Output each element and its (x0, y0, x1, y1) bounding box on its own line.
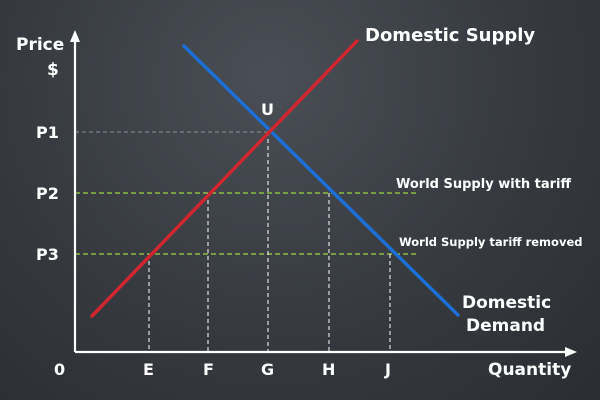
y-axis-label: Price (16, 35, 64, 55)
quantity-label-j: J (384, 360, 391, 379)
quantity-label-f: F (203, 360, 214, 379)
domestic-supply-label: Domestic Supply (365, 25, 535, 46)
domestic-demand-label-line2: Demand (466, 316, 545, 336)
quantity-label-e: E (143, 360, 154, 379)
x-axis-arrow (565, 347, 577, 357)
quantity-label-h: H (322, 360, 335, 379)
y-axis-unit: $ (47, 60, 59, 80)
price-label-p1: P1 (36, 123, 59, 142)
y-axis-arrow (70, 30, 80, 42)
equilibrium-label: U (261, 100, 274, 119)
domestic-demand-curve (182, 44, 460, 317)
x-axis-label: Quantity (488, 360, 571, 380)
origin-label: 0 (54, 360, 65, 379)
world-supply-removed-label: World Supply tariff removed (399, 235, 582, 249)
domestic-demand-label-line1: Domestic (462, 293, 551, 313)
price-label-p2: P2 (36, 184, 59, 203)
world-supply-tariff-label: World Supply with tariff (396, 177, 572, 192)
price-label-p3: P3 (36, 245, 59, 264)
domestic-supply-curve (90, 39, 359, 318)
quantity-label-g: G (261, 360, 274, 379)
